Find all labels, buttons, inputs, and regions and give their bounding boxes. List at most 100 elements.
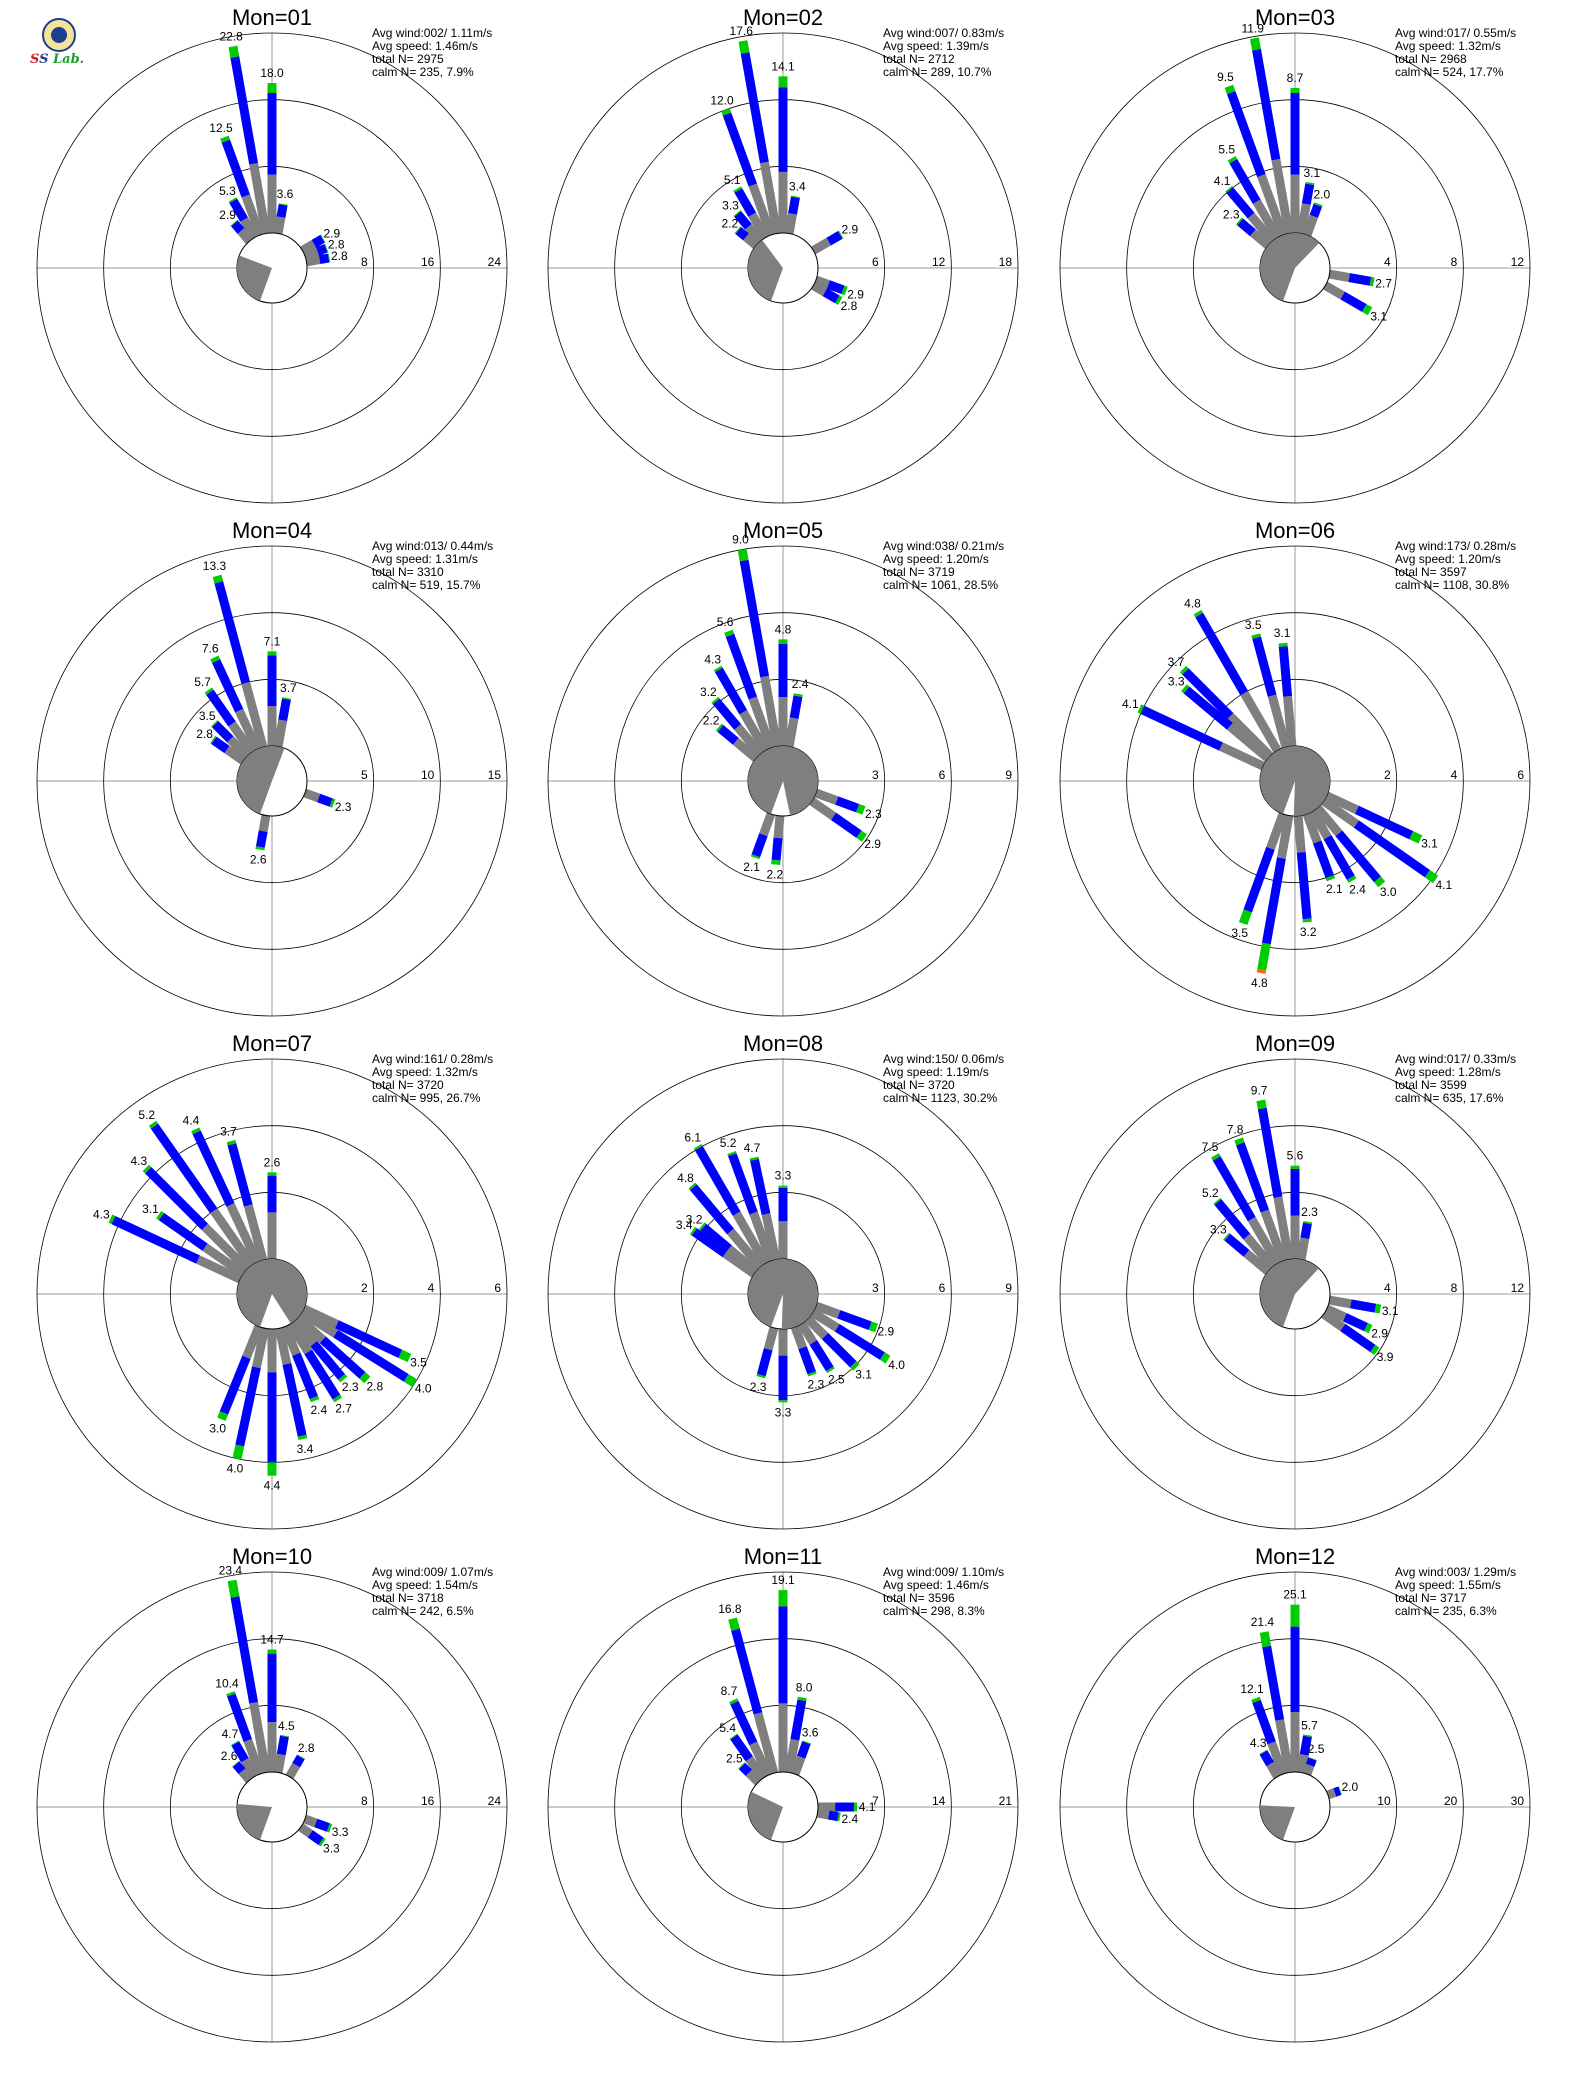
petal: 2.0	[1302, 187, 1330, 237]
petal-segment	[733, 210, 742, 217]
petal-segment	[761, 1213, 781, 1261]
petal-segment	[1309, 203, 1323, 218]
stats-line: calm N= 635, 17.6%	[1395, 1091, 1504, 1105]
range-ring	[614, 612, 952, 950]
petal: 12.0	[710, 93, 776, 237]
petal: 9.7	[1251, 1083, 1294, 1261]
petal-segment	[301, 1304, 339, 1329]
petal-segment	[278, 698, 291, 722]
stats-line: calm N= 235, 7.9%	[372, 65, 474, 79]
petal-segment	[292, 1352, 319, 1400]
petal: 2.2	[766, 815, 785, 882]
petal-segment	[1257, 942, 1271, 971]
petal-segment	[713, 665, 723, 673]
petal-segment	[1326, 1788, 1337, 1800]
petal: 5.3	[219, 184, 259, 240]
petal: 2.6	[264, 1155, 281, 1259]
petal-label: 3.2	[686, 1212, 703, 1226]
petal-segment	[1195, 612, 1249, 696]
petal-segment	[192, 1130, 235, 1207]
petal-label: 3.1	[1303, 166, 1320, 180]
petal-segment	[228, 45, 240, 58]
petal-label: 13.3	[203, 559, 227, 573]
petal-label: 5.3	[219, 184, 236, 198]
petal-segment	[1299, 1735, 1312, 1756]
petal-label: 5.6	[717, 615, 734, 629]
range-ring	[36, 32, 508, 504]
petal-label: 3.3	[332, 1825, 349, 1839]
petal-segment	[731, 1628, 763, 1715]
petal: 10.4	[215, 1676, 265, 1776]
petal-segment	[745, 1756, 767, 1781]
petal-segment	[1374, 876, 1386, 888]
petal: 2.3	[1296, 1205, 1318, 1261]
petal: 2.2	[721, 216, 760, 249]
petal-segment	[1308, 809, 1332, 840]
stats-line: calm N= 1108, 30.8%	[1395, 578, 1510, 592]
petal: 3.1	[1323, 281, 1387, 323]
petal-label: 2.3	[865, 807, 882, 821]
petal-segment	[1353, 820, 1431, 878]
petal-label: 3.9	[1377, 1350, 1394, 1364]
petal-segment	[1266, 812, 1288, 850]
petal-segment	[688, 1182, 697, 1191]
petal-segment	[796, 1741, 811, 1759]
petal-segment	[756, 1348, 773, 1377]
panel-title: Mon=02	[743, 5, 823, 30]
petal-segment	[1313, 202, 1323, 207]
petal-segment	[242, 1324, 264, 1360]
petal-label: 5.2	[138, 1108, 155, 1122]
stats-line: total N= 3718	[372, 1591, 444, 1605]
petal-segment	[753, 1712, 779, 1775]
stats-line: Avg speed: 1.39m/s	[883, 39, 989, 53]
petal-label: 2.8	[298, 1741, 315, 1755]
petal-segment	[282, 1363, 307, 1437]
petal-segment	[210, 735, 217, 744]
petal: 2.8	[303, 238, 345, 261]
petal: 2.8	[305, 249, 348, 267]
petal-segment	[1137, 704, 1145, 714]
petal: 3.1	[1296, 166, 1320, 235]
petal: 4.0	[299, 1308, 432, 1396]
petal-label: 9.7	[1251, 1083, 1268, 1097]
petal-segment	[211, 736, 230, 754]
petal: 4.7	[222, 1727, 259, 1779]
stats-line: Avg speed: 1.32m/s	[372, 1065, 478, 1079]
ring-label: 24	[488, 1794, 502, 1808]
petal-segment	[1409, 831, 1423, 844]
petal: 2.9	[219, 208, 253, 245]
stats-line: total N= 3310	[372, 565, 444, 579]
petal-segment	[1333, 1786, 1342, 1797]
petal-label: 4.8	[775, 622, 792, 636]
ring-label: 10	[421, 768, 435, 782]
petal-segment	[1259, 1631, 1272, 1648]
petal-label: 5.1	[724, 173, 741, 187]
petal: 19.1	[771, 1573, 795, 1772]
petal: 2.2	[703, 714, 760, 762]
petal-segment	[734, 188, 757, 217]
stats-line: total N= 3720	[372, 1078, 444, 1092]
petal-segment	[238, 1768, 253, 1784]
petal-segment	[318, 253, 330, 265]
petal: 2.6	[221, 1749, 253, 1784]
petal-segment	[1183, 686, 1233, 730]
petal-label: 5.7	[194, 675, 211, 689]
petal: 3.0	[1314, 804, 1397, 899]
calm-sector	[747, 1259, 818, 1329]
petal-segment	[749, 1211, 776, 1263]
petal-label: 2.1	[1326, 882, 1343, 896]
petal-label: 2.3	[1301, 1205, 1318, 1219]
petal-label: 3.1	[855, 1368, 872, 1382]
panel-title: Mon=09	[1255, 1031, 1335, 1056]
calm-sector	[748, 239, 783, 301]
ring-label: 8	[1451, 255, 1458, 269]
petal-segment	[228, 197, 238, 204]
petal-segment	[714, 667, 748, 715]
petal-segment	[1374, 1303, 1382, 1314]
petal-segment	[743, 233, 760, 249]
ring-label: 6	[872, 255, 879, 269]
petal: 7.5	[1202, 1140, 1282, 1266]
stats-line: Avg wind:173/ 0.28m/s	[1395, 539, 1516, 553]
petal-label: 2.8	[196, 727, 213, 741]
petal-segment	[749, 1741, 773, 1778]
